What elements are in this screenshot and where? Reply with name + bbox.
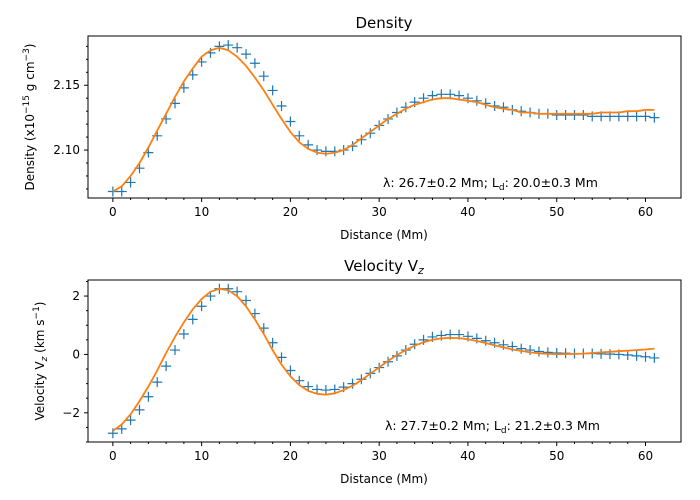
- density-y-axis-label: Density (x10−15 g cm−3): [22, 43, 37, 190]
- velocity-data-point: [320, 385, 331, 396]
- velocity-fit-line: [112, 287, 655, 432]
- velocity-data-point: [276, 352, 287, 363]
- density-x-tick-label: 50: [549, 205, 564, 219]
- velocity-data-point: [134, 404, 145, 415]
- velocity-data-point: [232, 286, 243, 297]
- density-x-tick-label: 40: [460, 205, 475, 219]
- velocity-data-point: [649, 352, 660, 363]
- velocity-x-tick-label: 30: [372, 449, 387, 463]
- velocity-axes-frame: [87, 279, 682, 443]
- velocity-x-tick-label: 50: [549, 449, 564, 463]
- density-y-tick-label: 2.15: [53, 78, 80, 92]
- velocity-data-point: [622, 350, 633, 361]
- velocity-data-point: [551, 347, 562, 358]
- density-data-point: [578, 110, 589, 121]
- density-data-point: [241, 49, 252, 60]
- velocity-y-axis-label: Velocity Vz (km s−1): [32, 301, 50, 420]
- velocity-data-point: [542, 347, 553, 358]
- density-x-tick-label: 60: [638, 205, 653, 219]
- density-data-point: [569, 110, 580, 121]
- density-axes-frame: [87, 35, 682, 199]
- density-x-ticks: 0 10 20 30 40 50 60: [109, 198, 653, 219]
- velocity-data-point: [604, 349, 615, 360]
- density-y-ticks: 2.10 2.15: [53, 45, 88, 190]
- velocity-title: Velocity Vz: [344, 257, 424, 277]
- density-x-tick-label: 30: [372, 205, 387, 219]
- density-y-tick-label: 2.10: [53, 143, 80, 157]
- velocity-data-point: [152, 377, 163, 388]
- velocity-y-ticks: −2 0 2: [62, 280, 88, 443]
- velocity-data-point: [312, 384, 323, 395]
- density-data-point: [294, 130, 305, 141]
- velocity-data-point: [525, 345, 536, 356]
- density-data-point: [267, 85, 278, 96]
- density-x-tick-label: 20: [283, 205, 298, 219]
- velocity-data-point: [640, 351, 651, 362]
- velocity-x-tick-label: 0: [109, 449, 117, 463]
- velocity-x-tick-label: 10: [194, 449, 209, 463]
- velocity-data-point: [169, 345, 180, 356]
- density-data-point: [258, 71, 269, 82]
- velocity-x-tick-label: 60: [638, 449, 653, 463]
- velocity-data-point: [161, 361, 172, 372]
- density-data-point: [125, 177, 136, 188]
- velocity-panel: Velocity Vz 0 10 20 30 40 50 60 −2 0 2 Distance …: [32, 257, 682, 486]
- density-fit-line: [112, 46, 655, 193]
- density-data-point: [631, 111, 642, 122]
- density-x-tick-label: 0: [109, 205, 117, 219]
- velocity-data-point: [187, 314, 198, 325]
- density-data-point: [285, 116, 296, 127]
- density-data-point: [276, 100, 287, 111]
- density-data-point: [649, 112, 660, 123]
- density-plot-area: [107, 40, 660, 197]
- velocity-data-point: [596, 348, 607, 359]
- density-fit-annotation: λ: 26.7±0.2 Mm; Ld: 20.0±0.3 Mm: [383, 175, 598, 193]
- density-data-point: [622, 111, 633, 122]
- velocity-data-point: [223, 283, 234, 294]
- density-data-point: [214, 41, 225, 52]
- velocity-data-point: [178, 329, 189, 339]
- velocity-y-tick-label: 0: [72, 347, 80, 361]
- density-data-point: [232, 42, 243, 53]
- velocity-data-point: [516, 343, 527, 354]
- velocity-data-point: [480, 335, 491, 346]
- density-data-point: [116, 186, 127, 197]
- density-title: Density: [355, 14, 412, 32]
- density-panel: Density 0 10 20 30 40 50 60 2.10 2.15 Distance …: [22, 14, 682, 242]
- velocity-fit-annotation: λ: 27.7±0.2 Mm; Ld: 21.2±0.3 Mm: [385, 418, 600, 436]
- velocity-data-point: [125, 415, 136, 426]
- velocity-data-point: [631, 350, 642, 361]
- density-x-tick-label: 10: [194, 205, 209, 219]
- velocity-data-point: [196, 301, 207, 312]
- density-data-point: [560, 110, 571, 121]
- density-data-point: [356, 134, 367, 145]
- velocity-x-tick-label: 40: [460, 449, 475, 463]
- velocity-plot-area: [107, 283, 660, 439]
- density-data-point: [249, 58, 260, 69]
- density-data-point: [365, 128, 376, 139]
- velocity-data-point: [143, 391, 154, 402]
- density-data-point: [640, 111, 651, 122]
- density-data-point: [320, 146, 331, 157]
- density-data-point: [551, 110, 562, 121]
- density-data-point: [223, 40, 234, 51]
- velocity-y-tick-label: −2: [62, 406, 80, 420]
- velocity-data-point: [241, 295, 252, 306]
- velocity-data-point: [107, 428, 118, 439]
- velocity-y-tick-label: 2: [72, 289, 80, 303]
- velocity-x-tick-label: 20: [283, 449, 298, 463]
- velocity-x-axis-label: Distance (Mm): [340, 472, 428, 486]
- density-x-axis-label: Distance (Mm): [340, 228, 428, 242]
- velocity-x-ticks: 0 10 20 30 40 50 60: [109, 442, 653, 463]
- velocity-data-point: [533, 346, 544, 357]
- density-data-point: [107, 186, 118, 197]
